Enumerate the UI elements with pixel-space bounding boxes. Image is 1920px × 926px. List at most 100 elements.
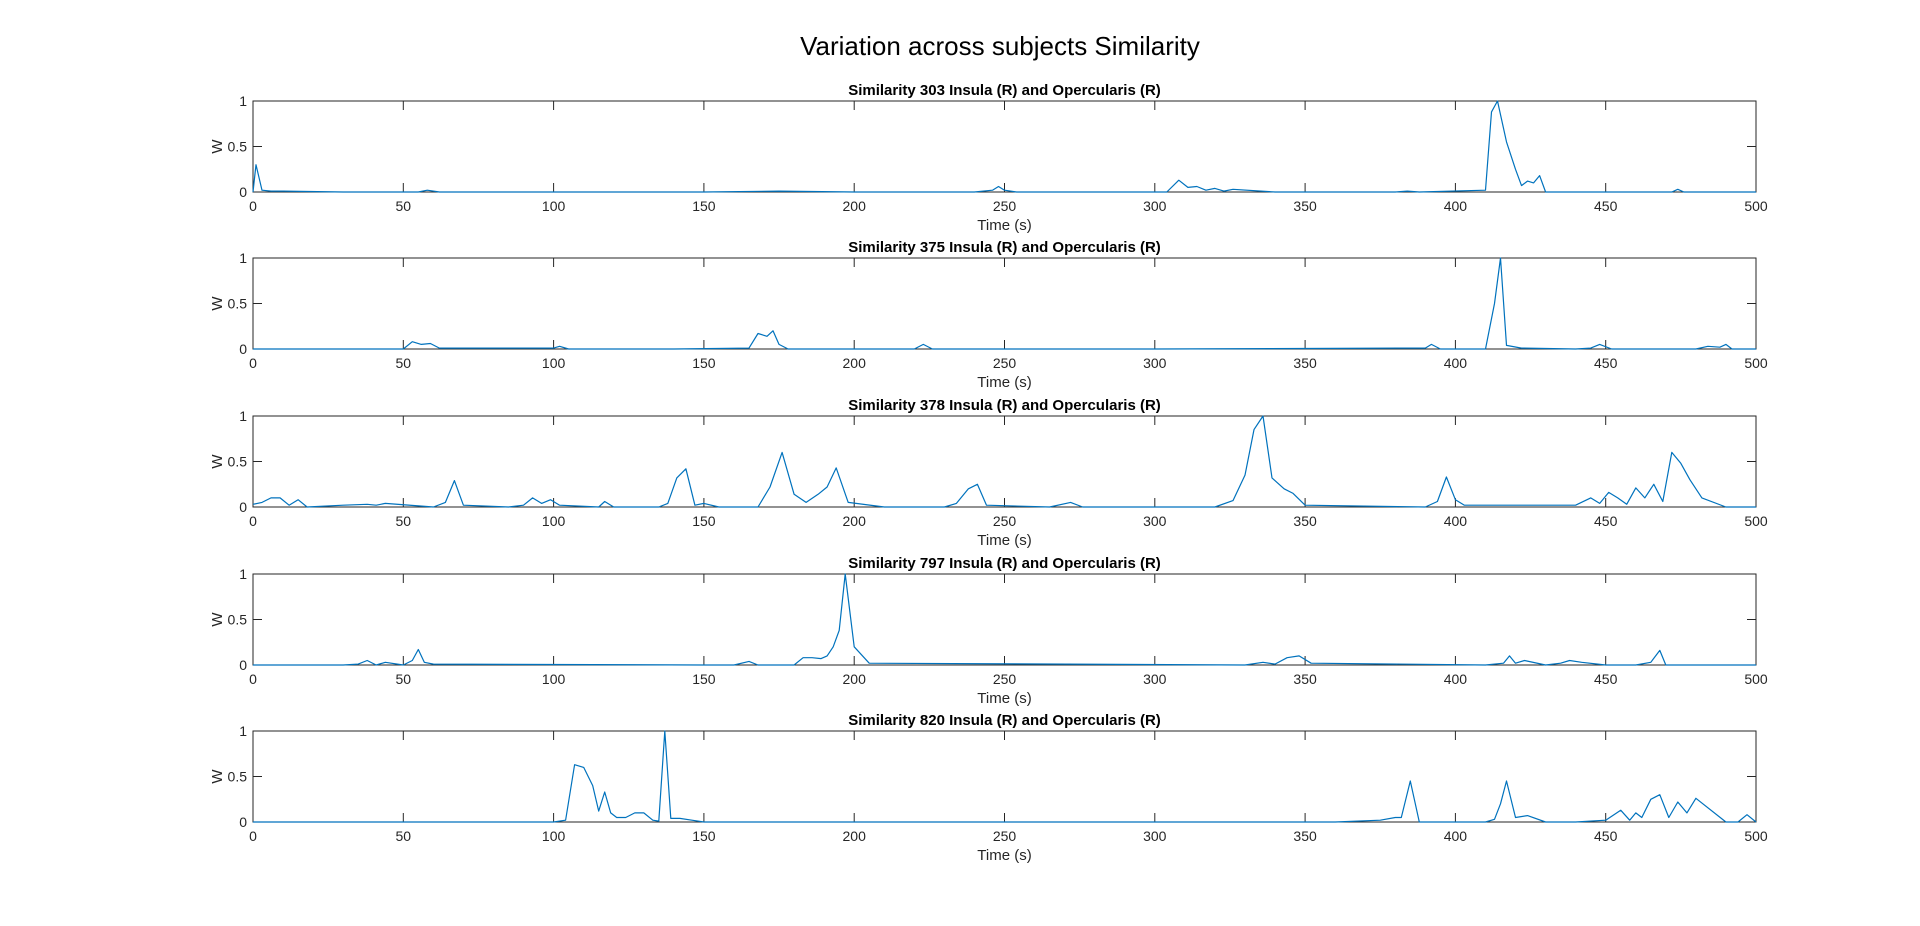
x-tick-label: 500 bbox=[1744, 671, 1768, 687]
y-tick-label: 1 bbox=[239, 408, 247, 424]
x-tick-label: 450 bbox=[1594, 513, 1618, 529]
x-tick-label: 450 bbox=[1594, 355, 1618, 371]
x-tick-label: 0 bbox=[249, 355, 257, 371]
y-tick-label: 0.5 bbox=[228, 139, 248, 155]
x-tick-label: 350 bbox=[1293, 828, 1317, 844]
y-tick-label: 0.5 bbox=[228, 296, 248, 312]
subplot-3: Similarity 378 Insula (R) and Operculari… bbox=[209, 397, 1768, 549]
x-tick-label: 50 bbox=[396, 828, 412, 844]
x-tick-label: 500 bbox=[1744, 355, 1768, 371]
y-axis-label: W bbox=[209, 769, 226, 784]
x-tick-label: 450 bbox=[1594, 671, 1618, 687]
subplot-4: Similarity 797 Insula (R) and Operculari… bbox=[209, 555, 1768, 707]
subplot-title: Similarity 375 Insula (R) and Operculari… bbox=[848, 239, 1161, 256]
x-tick-label: 250 bbox=[993, 513, 1017, 529]
x-tick-label: 100 bbox=[542, 198, 566, 214]
x-axis-label: Time (s) bbox=[977, 374, 1031, 391]
x-tick-label: 50 bbox=[396, 671, 412, 687]
x-tick-label: 350 bbox=[1293, 198, 1317, 214]
x-tick-label: 500 bbox=[1744, 828, 1768, 844]
x-tick-label: 450 bbox=[1594, 828, 1618, 844]
y-axis-label: W bbox=[209, 454, 226, 469]
subplot-title: Similarity 820 Insula (R) and Operculari… bbox=[848, 712, 1161, 729]
x-tick-label: 200 bbox=[843, 671, 867, 687]
x-tick-label: 250 bbox=[993, 198, 1017, 214]
axes-box bbox=[252, 415, 1757, 508]
x-tick-label: 400 bbox=[1444, 671, 1468, 687]
y-tick-label: 0 bbox=[239, 341, 247, 357]
x-tick-label: 50 bbox=[396, 513, 412, 529]
subplot-title: Similarity 797 Insula (R) and Operculari… bbox=[848, 555, 1161, 572]
x-tick-label: 200 bbox=[843, 355, 867, 371]
y-tick-label: 0 bbox=[239, 184, 247, 200]
x-axis-label: Time (s) bbox=[977, 690, 1031, 707]
x-axis-label: Time (s) bbox=[977, 847, 1031, 864]
x-tick-label: 100 bbox=[542, 513, 566, 529]
x-tick-label: 400 bbox=[1444, 513, 1468, 529]
x-tick-label: 0 bbox=[249, 671, 257, 687]
x-tick-label: 350 bbox=[1293, 671, 1317, 687]
y-tick-label: 0 bbox=[239, 499, 247, 515]
series-line bbox=[252, 415, 1756, 508]
x-tick-label: 50 bbox=[396, 198, 412, 214]
x-tick-label: 150 bbox=[692, 198, 716, 214]
x-axis-label: Time (s) bbox=[977, 532, 1031, 549]
axes-box bbox=[252, 573, 1757, 666]
x-tick-label: 200 bbox=[843, 513, 867, 529]
x-tick-label: 300 bbox=[1143, 513, 1167, 529]
y-tick-label: 1 bbox=[239, 250, 247, 266]
x-tick-label: 300 bbox=[1143, 198, 1167, 214]
x-tick-label: 100 bbox=[542, 828, 566, 844]
x-tick-label: 300 bbox=[1143, 828, 1167, 844]
x-tick-label: 0 bbox=[249, 198, 257, 214]
x-tick-label: 200 bbox=[843, 198, 867, 214]
x-tick-label: 150 bbox=[692, 355, 716, 371]
y-tick-label: 1 bbox=[239, 723, 247, 739]
subplot-1: Similarity 303 Insula (R) and Operculari… bbox=[209, 82, 1768, 234]
y-axis-label: W bbox=[209, 612, 226, 627]
figure-title: Variation across subjects Similarity bbox=[800, 31, 1200, 61]
x-tick-label: 350 bbox=[1293, 513, 1317, 529]
y-tick-label: 1 bbox=[239, 93, 247, 109]
x-tick-label: 500 bbox=[1744, 198, 1768, 214]
x-axis-label: Time (s) bbox=[977, 217, 1031, 234]
y-axis-label: W bbox=[209, 296, 226, 311]
x-tick-label: 150 bbox=[692, 513, 716, 529]
x-tick-label: 400 bbox=[1444, 828, 1468, 844]
x-tick-label: 250 bbox=[993, 355, 1017, 371]
subplot-title: Similarity 378 Insula (R) and Operculari… bbox=[848, 397, 1161, 414]
series-line bbox=[253, 573, 1756, 666]
x-tick-label: 400 bbox=[1444, 355, 1468, 371]
y-axis-label: W bbox=[209, 139, 226, 154]
x-tick-label: 400 bbox=[1444, 198, 1468, 214]
y-tick-label: 0 bbox=[239, 814, 247, 830]
x-tick-label: 250 bbox=[993, 671, 1017, 687]
x-tick-label: 100 bbox=[542, 671, 566, 687]
subplot-5: Similarity 820 Insula (R) and Operculari… bbox=[209, 712, 1768, 864]
x-tick-label: 50 bbox=[396, 355, 412, 371]
x-tick-label: 200 bbox=[843, 828, 867, 844]
x-tick-label: 150 bbox=[692, 671, 716, 687]
y-tick-label: 0 bbox=[239, 657, 247, 673]
x-tick-label: 100 bbox=[542, 355, 566, 371]
series-line bbox=[253, 730, 1757, 823]
y-tick-label: 1 bbox=[239, 566, 247, 582]
axes-box bbox=[252, 100, 1757, 193]
x-tick-label: 500 bbox=[1744, 513, 1768, 529]
axes-box bbox=[252, 257, 1757, 350]
x-tick-label: 0 bbox=[249, 513, 257, 529]
series-line bbox=[252, 100, 1756, 193]
x-tick-label: 300 bbox=[1143, 355, 1167, 371]
y-tick-label: 0.5 bbox=[228, 454, 248, 470]
x-tick-label: 450 bbox=[1594, 198, 1618, 214]
x-tick-label: 300 bbox=[1143, 671, 1167, 687]
x-tick-label: 0 bbox=[249, 828, 257, 844]
x-tick-label: 250 bbox=[993, 828, 1017, 844]
x-tick-label: 150 bbox=[692, 828, 716, 844]
y-tick-label: 0.5 bbox=[228, 612, 248, 628]
subplot-2: Similarity 375 Insula (R) and Operculari… bbox=[209, 239, 1768, 391]
axes-box bbox=[252, 730, 1757, 823]
series-line bbox=[253, 257, 1756, 350]
y-tick-label: 0.5 bbox=[228, 769, 248, 785]
